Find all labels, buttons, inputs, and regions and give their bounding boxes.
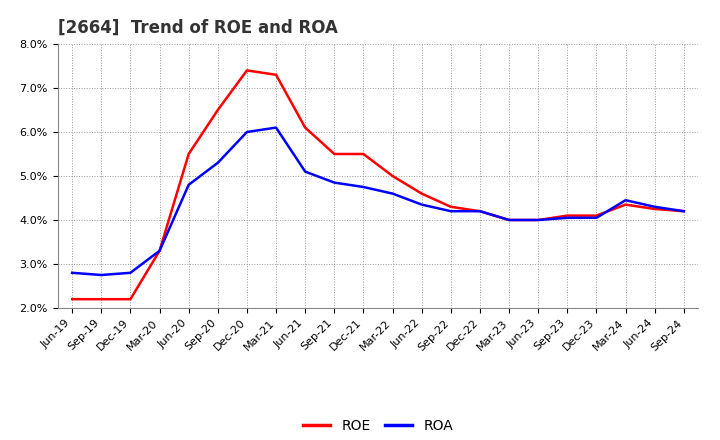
Line: ROA: ROA	[72, 128, 684, 275]
ROE	[330, 151, 338, 157]
ROA	[563, 215, 572, 220]
ROA	[184, 182, 193, 187]
ROA	[271, 125, 280, 130]
ROA	[680, 209, 688, 214]
ROA	[476, 209, 485, 214]
ROA	[359, 184, 368, 190]
ROE	[126, 297, 135, 302]
ROA	[621, 198, 630, 203]
ROE	[446, 204, 455, 209]
ROA	[650, 204, 659, 209]
ROE	[359, 151, 368, 157]
ROE	[534, 217, 543, 223]
ROA	[97, 272, 106, 278]
ROE	[505, 217, 513, 223]
ROA	[505, 217, 513, 223]
ROE	[156, 248, 164, 253]
ROE	[271, 72, 280, 77]
ROE	[476, 209, 485, 214]
ROE	[680, 209, 688, 214]
ROA	[534, 217, 543, 223]
ROE	[388, 173, 397, 179]
ROA	[213, 160, 222, 165]
ROE	[650, 206, 659, 212]
ROE	[418, 191, 426, 196]
ROE	[68, 297, 76, 302]
ROA	[446, 209, 455, 214]
ROA	[68, 270, 76, 275]
ROE	[243, 68, 251, 73]
ROE	[97, 297, 106, 302]
ROE	[184, 151, 193, 157]
ROA	[126, 270, 135, 275]
ROE	[563, 213, 572, 218]
ROA	[330, 180, 338, 185]
ROA	[243, 129, 251, 135]
ROA	[301, 169, 310, 174]
ROE	[592, 213, 600, 218]
ROA	[592, 215, 600, 220]
ROA	[388, 191, 397, 196]
ROE	[301, 125, 310, 130]
ROE	[621, 202, 630, 207]
ROA	[156, 248, 164, 253]
ROA	[418, 202, 426, 207]
Legend: ROE, ROA: ROE, ROA	[297, 413, 459, 438]
Text: [2664]  Trend of ROE and ROA: [2664] Trend of ROE and ROA	[58, 19, 338, 37]
Line: ROE: ROE	[72, 70, 684, 299]
ROE	[213, 107, 222, 113]
